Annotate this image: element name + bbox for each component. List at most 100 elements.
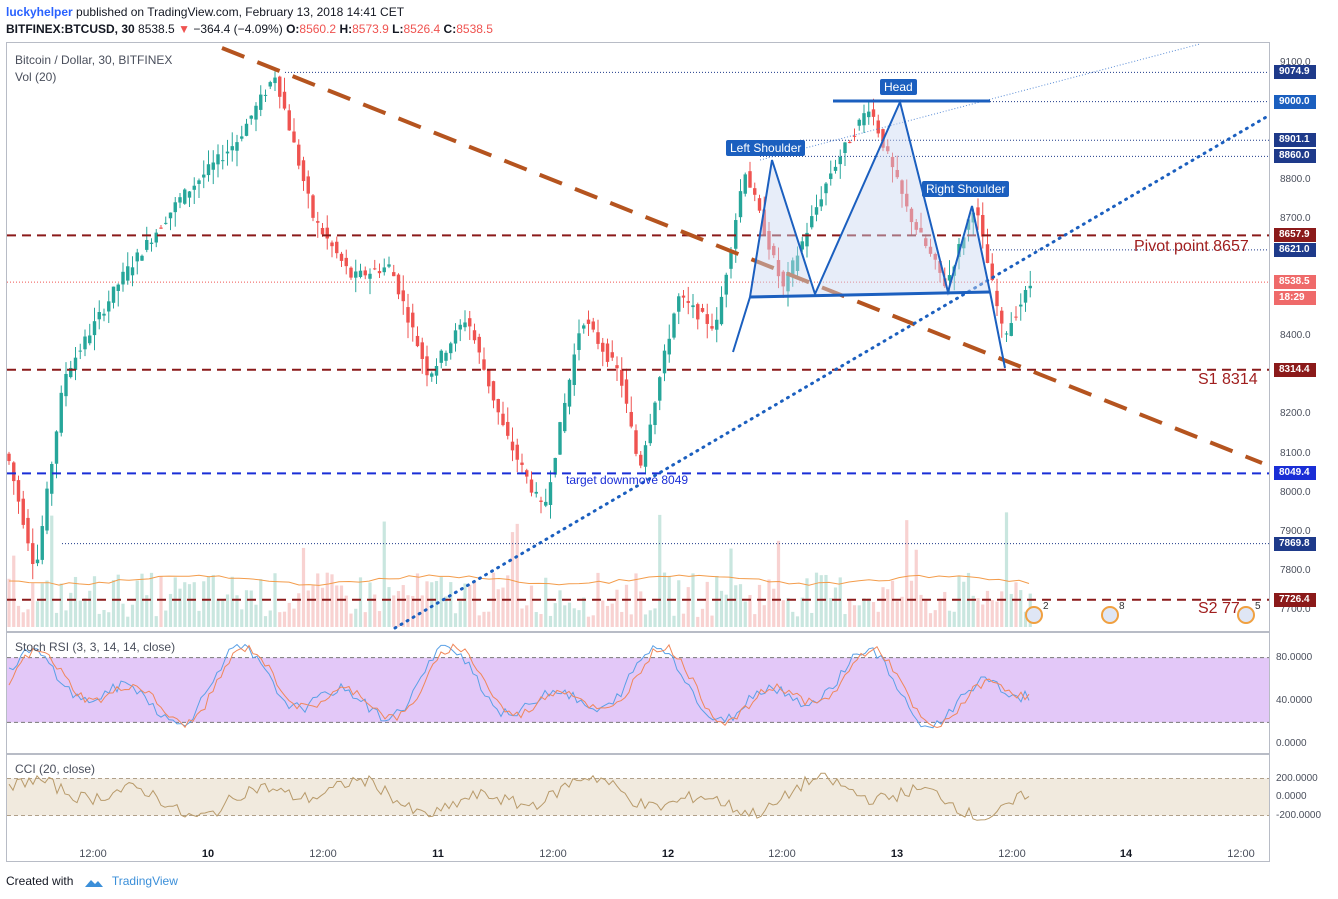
volume-bar bbox=[886, 589, 890, 627]
candle-body bbox=[387, 264, 391, 267]
volume-bar bbox=[615, 589, 619, 627]
candle-body bbox=[434, 366, 439, 376]
tradingview-link[interactable]: TradingView bbox=[111, 874, 178, 888]
volume-bar bbox=[544, 577, 548, 627]
volume-bar bbox=[406, 595, 410, 627]
candle-body bbox=[629, 411, 633, 427]
volume-bar bbox=[149, 572, 154, 627]
candle-body bbox=[278, 76, 282, 97]
volume-bar bbox=[31, 583, 35, 627]
left-shoulder-label[interactable]: Left Shoulder bbox=[726, 140, 806, 156]
candle-body bbox=[833, 166, 838, 171]
s1-label[interactable]: S1 8314 bbox=[1198, 371, 1258, 388]
volume-bar bbox=[658, 514, 662, 627]
us-flag-event-icon[interactable]: 8 bbox=[1101, 601, 1125, 624]
candle-body bbox=[111, 286, 116, 303]
price-tag: 18:29 bbox=[1274, 290, 1316, 305]
pivot-label[interactable]: Pivot point 8657 bbox=[1134, 238, 1249, 255]
volume-bar bbox=[316, 573, 320, 627]
candle-body bbox=[976, 207, 980, 216]
tradingview-cloud-icon[interactable] bbox=[83, 877, 105, 887]
price-tag: 8049.4 bbox=[1274, 466, 1316, 481]
volume-bar bbox=[962, 581, 966, 627]
candle-body bbox=[273, 77, 277, 84]
candle-body bbox=[867, 111, 871, 118]
volume-bar bbox=[116, 574, 120, 627]
volume-bar bbox=[577, 610, 581, 627]
candle-body bbox=[591, 321, 595, 330]
extended-trendline bbox=[759, 43, 1201, 161]
candle-body bbox=[468, 318, 472, 327]
cci-pane[interactable] bbox=[6, 754, 1270, 862]
candle-body bbox=[121, 271, 125, 285]
symbol-info: BITFINEX:BTCUSD, 30 8538.5 ▼ −364.4 (−4.… bbox=[6, 22, 493, 36]
volume-bar bbox=[786, 597, 790, 627]
candle-body bbox=[320, 227, 325, 235]
candle-body bbox=[64, 373, 68, 397]
author-link[interactable]: luckyhelper bbox=[6, 5, 73, 19]
head-label[interactable]: Head bbox=[880, 79, 917, 95]
volume-bar bbox=[330, 574, 334, 627]
volume-bar bbox=[16, 605, 21, 627]
target-label[interactable]: target downmove 8049 bbox=[566, 473, 689, 487]
candle-body bbox=[173, 202, 177, 213]
cci-band-fill bbox=[7, 778, 1269, 816]
candle-body bbox=[92, 321, 97, 336]
volume-bar bbox=[776, 540, 781, 627]
volume-bar bbox=[833, 587, 838, 627]
price-axis-tick: 8200.0 bbox=[1280, 408, 1311, 420]
stoch-legend: Stoch RSI (3, 3, 14, 14, close) bbox=[15, 640, 176, 654]
published-text: published on TradingView.com, February 1… bbox=[76, 5, 405, 19]
candle-body bbox=[947, 275, 952, 281]
candle-body bbox=[54, 431, 59, 464]
candle-body bbox=[743, 174, 747, 194]
volume-bar bbox=[529, 585, 534, 627]
candle-body bbox=[415, 335, 420, 347]
volume-bar bbox=[819, 575, 823, 627]
volume-bar bbox=[601, 600, 605, 627]
candle-body bbox=[781, 271, 785, 287]
volume-bars bbox=[7, 512, 1032, 627]
candle-body bbox=[672, 313, 676, 338]
us-flag-event-icon[interactable]: 2 bbox=[1025, 601, 1049, 624]
s2-label[interactable]: S2 77 bbox=[1198, 600, 1240, 617]
volume-bar bbox=[396, 591, 401, 627]
volume-bar bbox=[943, 591, 947, 627]
us-flag-event-icon[interactable]: 5 bbox=[1237, 601, 1261, 624]
volume-bar bbox=[477, 615, 481, 627]
time-axis-tick: 12:00 bbox=[768, 848, 796, 860]
time-axis-tick: 12 bbox=[661, 848, 675, 860]
candle-body bbox=[985, 244, 990, 263]
candle-body bbox=[192, 185, 196, 190]
candle-body bbox=[791, 260, 795, 275]
volume-bar bbox=[933, 610, 937, 627]
candle-body bbox=[605, 343, 610, 362]
volume-bar bbox=[957, 576, 961, 627]
volume-bar bbox=[335, 585, 339, 627]
candle-body bbox=[458, 324, 462, 330]
main-chart-pane[interactable] bbox=[6, 42, 1270, 632]
volume-bar bbox=[862, 598, 866, 627]
volume-bar bbox=[705, 581, 709, 627]
volume-bar bbox=[425, 581, 429, 627]
stoch-rsi-pane[interactable] bbox=[6, 632, 1270, 754]
volume-bar bbox=[501, 587, 505, 627]
volume-bar bbox=[487, 611, 491, 627]
candle-body bbox=[610, 352, 614, 358]
price-tag: 8860.0 bbox=[1274, 149, 1316, 164]
volume-bar bbox=[240, 609, 244, 627]
candle-body bbox=[596, 332, 600, 344]
price-axis-tick: 7700.0 bbox=[1280, 604, 1311, 616]
right-shoulder-label[interactable]: Right Shoulder bbox=[922, 181, 1010, 197]
volume-bar bbox=[719, 590, 724, 627]
candle-body bbox=[1014, 316, 1018, 318]
candle-body bbox=[88, 335, 92, 344]
candle-body bbox=[482, 359, 486, 370]
candle-body bbox=[966, 219, 971, 230]
candle-body bbox=[102, 313, 106, 316]
volume-bar bbox=[206, 576, 211, 627]
volume-bar bbox=[344, 595, 348, 627]
candle-body bbox=[349, 267, 353, 278]
candle-body bbox=[149, 242, 154, 244]
volume-bar bbox=[54, 612, 59, 627]
